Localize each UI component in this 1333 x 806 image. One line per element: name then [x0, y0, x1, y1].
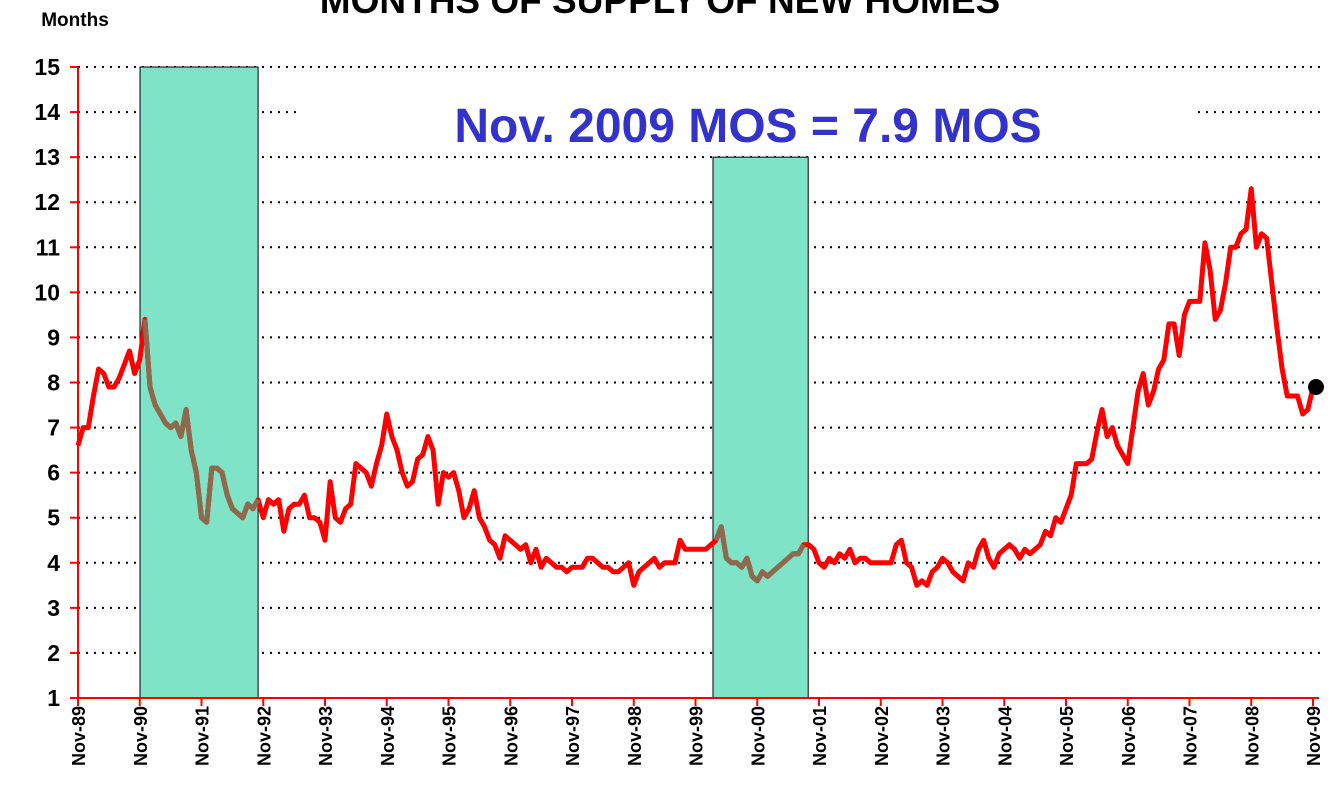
y-tick-label: 15	[34, 54, 60, 80]
y-tick-label: 13	[34, 144, 60, 170]
y-tick-label: 5	[47, 505, 60, 531]
x-tick-label: Nov-01	[810, 706, 830, 766]
x-tick-label: Nov-08	[1242, 706, 1262, 766]
annotation-group: Nov. 2009 MOS = 7.9 MOS	[300, 100, 1195, 153]
x-tick-label: Nov-98	[625, 706, 645, 766]
recession-box	[712, 156, 809, 699]
x-tick-label: Nov-99	[687, 706, 707, 766]
x-tick-label: Nov-03	[934, 706, 954, 766]
recession-shading	[139, 66, 809, 699]
x-tick-label: Nov-90	[131, 706, 151, 766]
y-tick-label: 8	[47, 370, 60, 396]
y-tick-label: 14	[34, 99, 60, 125]
last-point	[1308, 379, 1324, 396]
x-tick-label: Nov-89	[69, 706, 89, 766]
x-tick-label: Nov-97	[563, 706, 583, 766]
x-tick-label: Nov-95	[440, 706, 460, 766]
annotation-background	[300, 100, 1195, 150]
x-tick-label: Nov-09	[1304, 706, 1324, 766]
x-tick-label: Nov-94	[378, 706, 398, 766]
y-tick-label: 3	[47, 595, 60, 621]
y-tick-label: 7	[47, 415, 60, 441]
y-axis-label: Months	[41, 10, 109, 31]
y-tick-label: 9	[47, 324, 60, 350]
x-tick-label: Nov-05	[1057, 706, 1077, 766]
series-line	[75, 186, 1316, 588]
x-tick-label: Nov-96	[501, 706, 521, 766]
y-tick-label: 12	[34, 189, 60, 215]
chart-title: MONTHS OF SUPPLY OF NEW HOMES	[320, 0, 1000, 21]
x-tick-label: Nov-07	[1181, 706, 1201, 766]
series-line-recession	[713, 524, 806, 584]
series-line-recession	[142, 319, 261, 525]
y-tick-label: 10	[34, 279, 60, 305]
x-tick-label: Nov-91	[193, 706, 213, 766]
x-tick-label: Nov-02	[872, 706, 892, 766]
annotation: Nov. 2009 MOS = 7.9 MOS	[454, 100, 1041, 153]
y-tick-label: 11	[36, 234, 61, 260]
x-tick-label: Nov-04	[995, 706, 1015, 766]
series	[75, 186, 1324, 588]
x-tick-label: Nov-00	[748, 706, 768, 766]
y-tick-label: 2	[47, 640, 60, 666]
y-tick-label: 6	[47, 460, 60, 486]
x-tick-label: Nov-93	[316, 706, 336, 766]
y-tick-label: 4	[47, 550, 60, 576]
x-tick-label: Nov-92	[254, 706, 274, 766]
recession-box	[139, 66, 259, 699]
x-tick-label: Nov-06	[1119, 706, 1139, 766]
y-tick-label: 1	[47, 685, 60, 711]
grid	[78, 66, 1321, 654]
